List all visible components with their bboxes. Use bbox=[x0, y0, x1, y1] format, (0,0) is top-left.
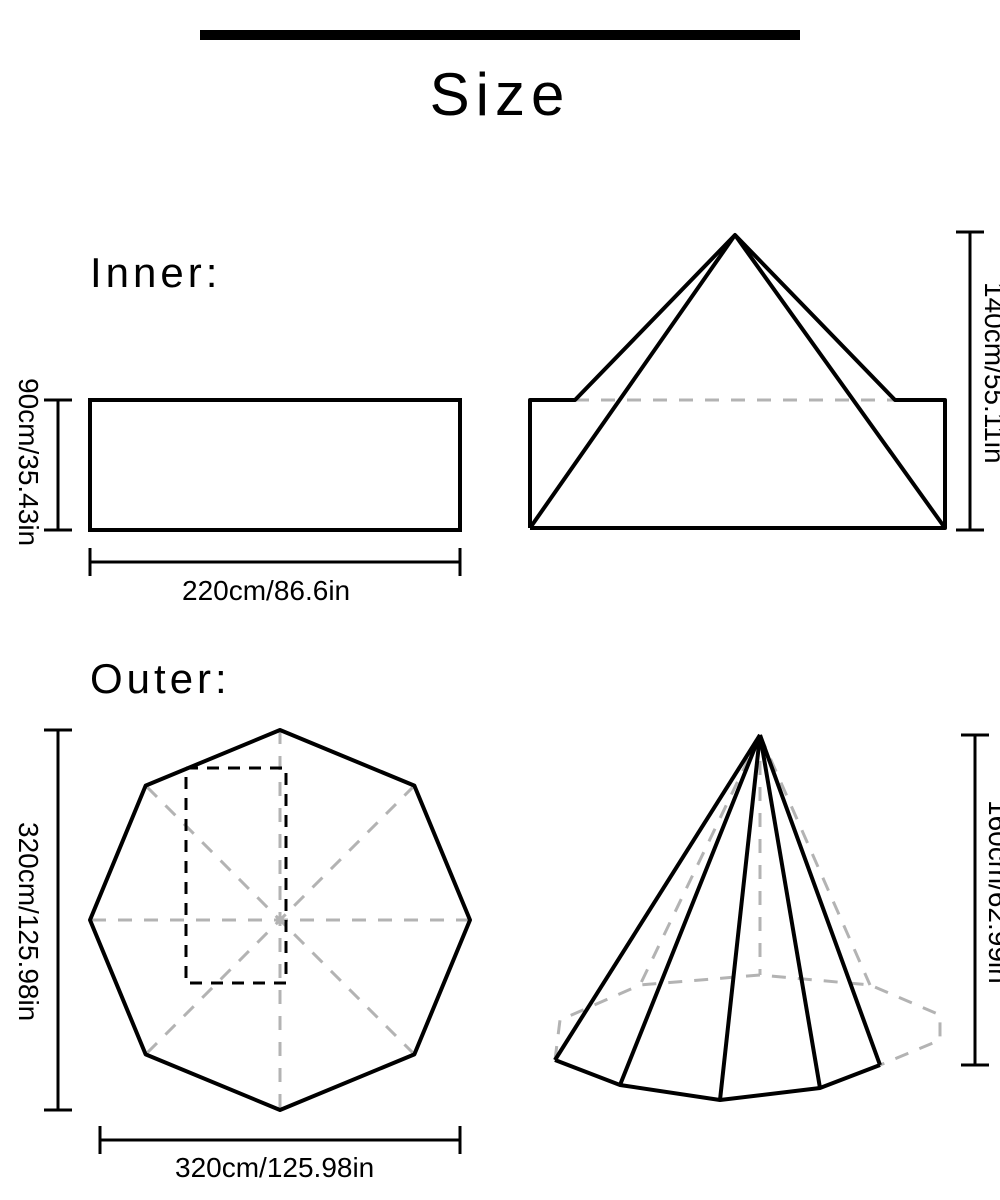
diagram-canvas bbox=[0, 0, 1000, 1200]
size-diagram: Size Inner: Outer: 90cm/35.43in 220cm/86… bbox=[0, 0, 1000, 1200]
